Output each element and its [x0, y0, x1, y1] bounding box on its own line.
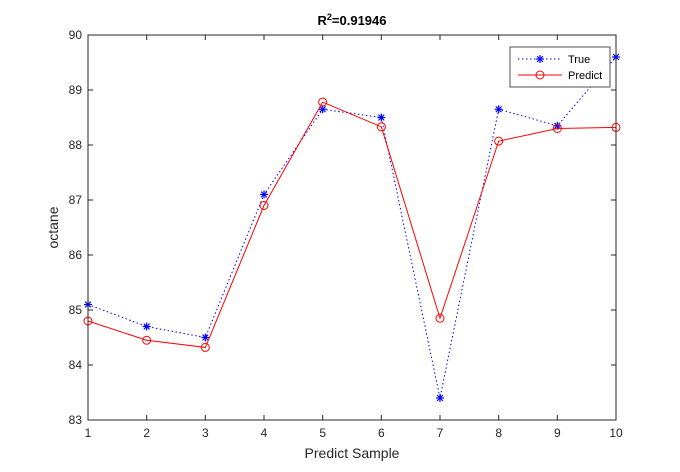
x-tick-label: 2	[143, 426, 150, 440]
y-tick-label: 89	[69, 83, 83, 97]
y-tick-label: 86	[69, 248, 83, 262]
x-tick-label: 1	[85, 426, 92, 440]
marker-true-3	[201, 333, 210, 342]
x-tick-label: 6	[378, 426, 385, 440]
x-tick-label: 8	[495, 426, 502, 440]
title-rest: =0.91946	[332, 13, 387, 28]
y-tick-label: 87	[69, 193, 83, 207]
title-main: R	[318, 13, 328, 28]
y-axis-label: octane	[45, 206, 61, 248]
y-tick-label: 88	[69, 138, 83, 152]
x-axis-label: Predict Sample	[305, 445, 400, 461]
y-tick-label: 85	[69, 303, 83, 317]
series-line-predict	[87, 101, 617, 348]
x-tick-label: 3	[202, 426, 209, 440]
title-superscript: 2	[327, 12, 332, 22]
y-tick-label: 90	[69, 28, 83, 42]
y-tick-label: 83	[69, 413, 83, 427]
legend-predict-marker	[535, 70, 545, 80]
legend: True Predict	[509, 46, 611, 88]
x-tick-label: 5	[319, 426, 326, 440]
marker-true-7	[436, 394, 444, 402]
marker-predict-4	[259, 201, 269, 210]
legend-true-marker	[536, 55, 544, 63]
chart-title: R2=0.91946	[318, 12, 387, 28]
marker-predict-8	[494, 136, 504, 146]
marker-true-6	[377, 113, 386, 122]
marker-predict-7	[435, 313, 445, 323]
marker-predict-9	[552, 124, 562, 133]
marker-predict-5	[318, 97, 328, 107]
marker-predict-2	[142, 335, 152, 345]
axes-box	[87, 34, 617, 421]
marker-true-8	[494, 105, 503, 114]
legend-predict-label: Predict	[568, 70, 602, 82]
marker-true-2	[142, 322, 151, 331]
marker-true-4	[260, 190, 268, 199]
x-tick-label: 9	[554, 426, 561, 440]
series-line-true	[87, 56, 617, 399]
legend-box	[509, 46, 611, 88]
y-tick-label: 84	[69, 358, 83, 372]
x-tick-label: 7	[437, 426, 444, 440]
x-tick-label: 4	[261, 426, 268, 440]
marker-predict-3	[200, 342, 210, 352]
x-tick-label: 10	[609, 426, 623, 440]
plot-area	[88, 35, 616, 420]
marker-predict-6	[376, 122, 386, 132]
legend-true-label: True	[568, 54, 590, 66]
